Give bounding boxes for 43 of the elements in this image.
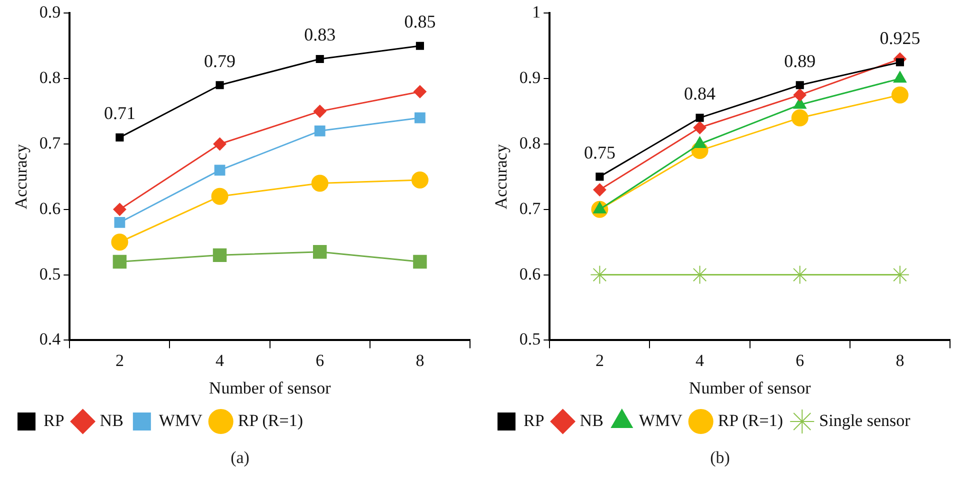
y-tick-label: 0.4 xyxy=(39,330,62,349)
x-tick-label: 6 xyxy=(796,350,804,370)
legend-label: WMV xyxy=(158,410,204,430)
legend-label: RP (R=1) xyxy=(238,410,304,430)
x-axis-title: Number of sensor xyxy=(208,378,332,398)
data-label: 0.925 xyxy=(880,28,920,48)
legend-label: WMV xyxy=(638,410,684,430)
x-axis-title: Number of sensor xyxy=(688,378,812,398)
y-tick-label: 0.6 xyxy=(39,198,61,218)
x-tick-label: 4 xyxy=(216,350,225,370)
x-tick-label: 2 xyxy=(115,350,124,370)
y-tick-label: 0.7 xyxy=(39,133,62,152)
text: (b) xyxy=(709,448,731,468)
x-tick-label: 8 xyxy=(416,350,424,370)
y-tick-label: 0.5 xyxy=(39,264,61,284)
y-tick-label: 0.5 xyxy=(519,330,541,349)
data-label: 0.84 xyxy=(684,84,716,104)
text: (a) xyxy=(230,448,250,468)
legend-label: RP (R=1) xyxy=(718,410,784,430)
y-tick-label: 0.9 xyxy=(519,68,541,88)
legend-label: NB xyxy=(580,410,604,430)
data-label: 0.83 xyxy=(304,24,336,45)
legend-label: NB xyxy=(100,410,124,430)
legend-label: RP xyxy=(524,410,544,430)
y-tick-label: 0.6 xyxy=(519,264,541,284)
data-label: 0.79 xyxy=(204,50,236,71)
data-label: 0.85 xyxy=(404,12,436,32)
y-tick-label: 1 xyxy=(532,2,541,22)
legend-label: RP xyxy=(44,410,64,430)
legend-label: Single sensor xyxy=(819,410,911,430)
x-tick-label: 8 xyxy=(896,350,904,370)
data-label: 0.71 xyxy=(104,103,136,124)
x-tick-label: 6 xyxy=(316,350,324,370)
y-tick-label: 0.9 xyxy=(39,2,61,22)
y-tick-label: 0.7 xyxy=(519,198,542,218)
y-tick-label: 0.8 xyxy=(39,68,61,88)
data-label: 0.75 xyxy=(584,142,616,162)
data-label: 0.89 xyxy=(784,50,816,71)
y-axis-title: Accuracy xyxy=(492,144,511,210)
x-tick-label: 2 xyxy=(595,350,604,370)
y-axis-title: Accuracy xyxy=(12,144,31,210)
x-tick-label: 4 xyxy=(696,350,705,370)
y-tick-label: 0.8 xyxy=(519,133,541,152)
